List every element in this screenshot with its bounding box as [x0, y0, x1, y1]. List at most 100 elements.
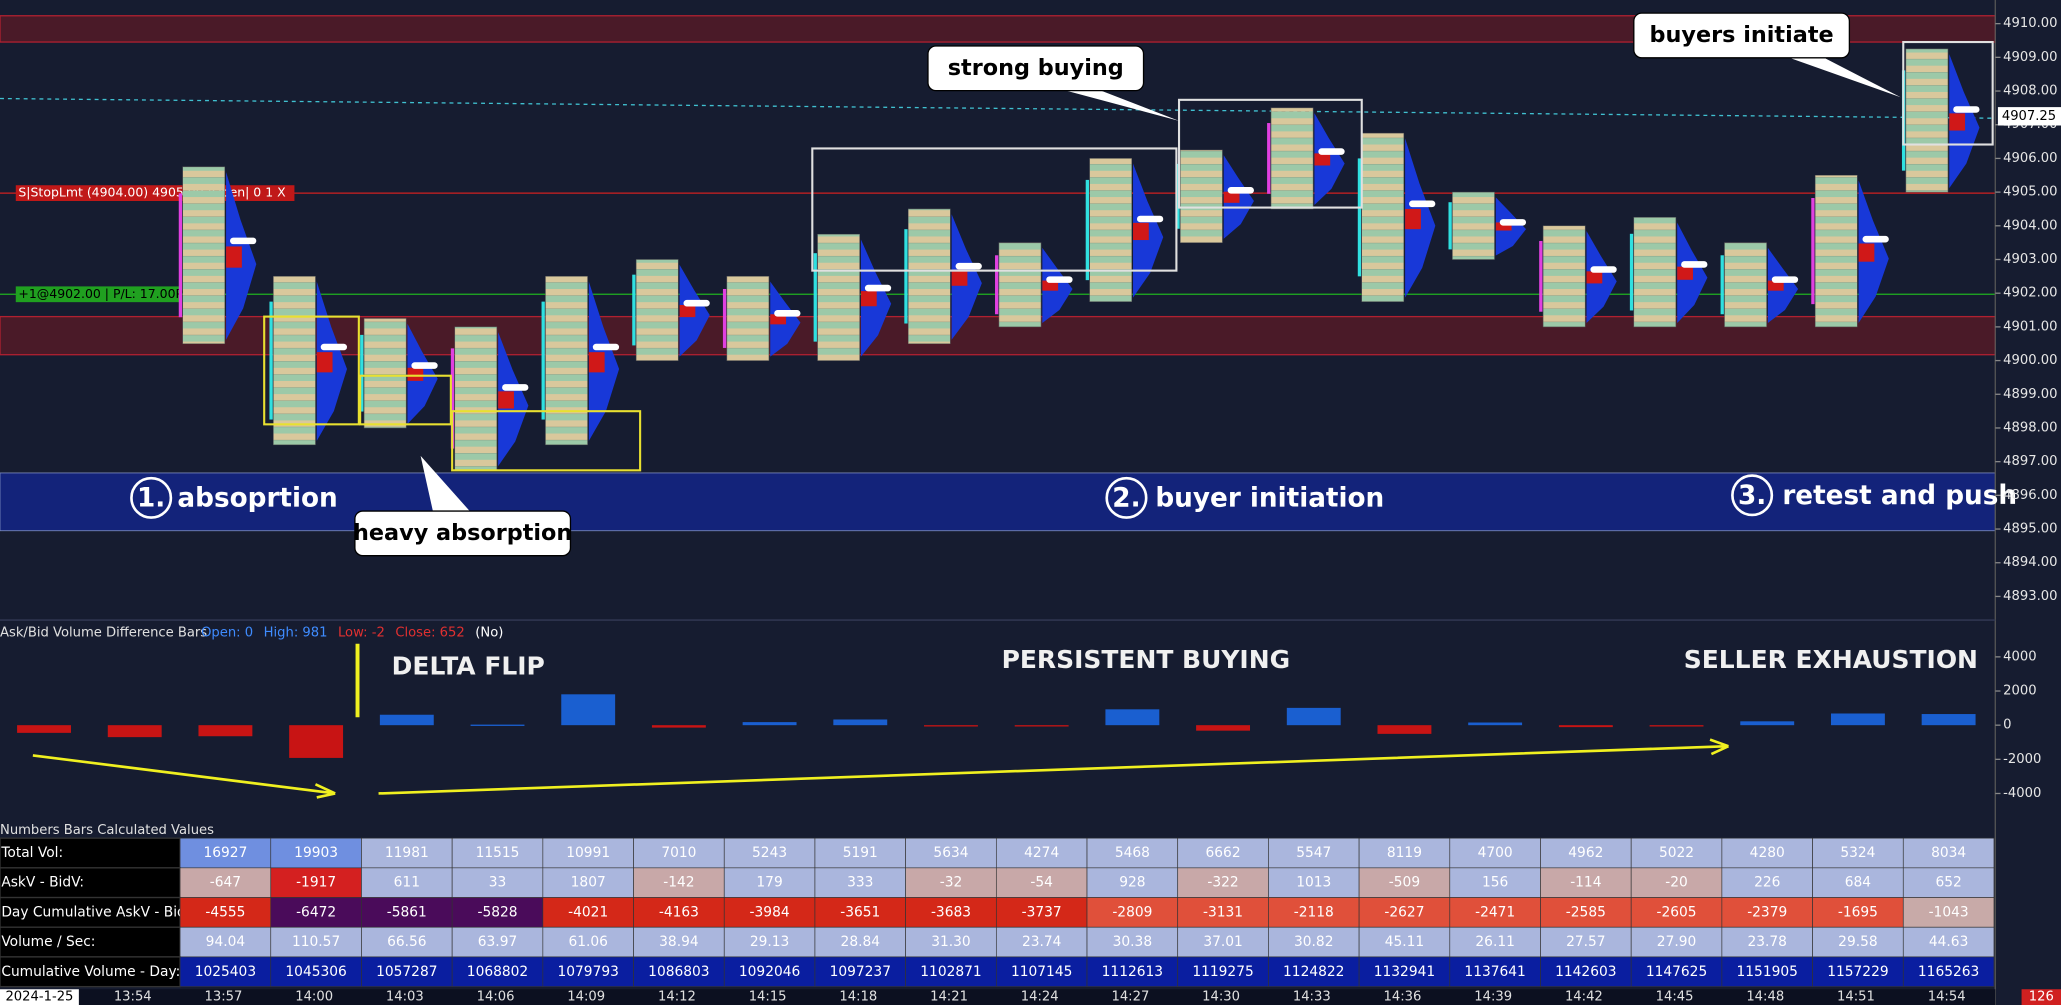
table-cell [1268, 837, 1360, 869]
cell-value: 1119275 [1192, 964, 1253, 980]
bar-accent [1448, 202, 1452, 250]
footprint-bar [273, 276, 316, 446]
cell-value: 1124822 [1283, 964, 1344, 980]
table-cell [270, 897, 362, 928]
position: +1@4902.00 | P/L: 17.00P [18, 286, 183, 301]
cell-value: 37.01 [1203, 934, 1242, 950]
time-label: 14:39 [1474, 990, 1512, 1005]
footprint-bar [726, 276, 770, 361]
footprint-bar [635, 259, 679, 361]
table-cell [905, 897, 997, 928]
buying-box [1902, 40, 1994, 146]
price-label: 4906.00 [2003, 151, 2057, 166]
table-cell [542, 956, 634, 987]
table-cell [542, 926, 634, 958]
delta-bar [1740, 721, 1795, 726]
footprint-bar [182, 166, 226, 344]
delta-bar [1105, 709, 1160, 726]
annotation: DELTA FLIP [392, 651, 545, 680]
delta-bar [1377, 725, 1432, 734]
cell-value: 61.06 [568, 934, 607, 950]
price-label: 4910.00 [2003, 16, 2057, 31]
table-cell [1358, 926, 1451, 958]
profile-sell [498, 391, 514, 409]
table-cell [1721, 956, 1813, 987]
cell-value: 1112613 [1102, 964, 1163, 980]
time-label: 14:06 [477, 990, 515, 1005]
row-label: Day Cumulative AskV - BidV: [1, 904, 198, 920]
table-cell [1540, 837, 1632, 869]
cell-value: -142 [663, 875, 694, 891]
price-label: 4895.00 [2003, 522, 2057, 537]
poc-marker [955, 262, 982, 270]
table-cell [995, 956, 1088, 987]
bar-accent [269, 301, 273, 420]
cell-value: -4021 [568, 904, 608, 920]
table-cell [361, 956, 453, 987]
profile-sell [226, 246, 242, 268]
cell-value: -1695 [1838, 904, 1878, 920]
pane-stat: High: 981 [264, 626, 328, 641]
bar-accent [178, 193, 183, 318]
poc-marker [230, 237, 257, 245]
table-cell [1268, 956, 1360, 987]
cell-value: 5634 [933, 845, 968, 861]
poc-marker [683, 299, 710, 307]
table-cell [995, 837, 1088, 869]
bar-accent [1357, 158, 1362, 277]
row-header [0, 956, 181, 988]
row-header [0, 837, 181, 869]
callout-box [927, 45, 1145, 92]
price-label: 4897.00 [2003, 454, 2057, 469]
footprint-bar [545, 276, 588, 446]
cell-value: 23.74 [1022, 934, 1061, 950]
table-cell [1812, 956, 1904, 987]
table-cell [1721, 837, 1813, 869]
table-cell [814, 956, 906, 987]
table-cell [1449, 926, 1541, 958]
price-label: 4909.00 [2003, 50, 2057, 65]
time-label: 14:48 [1746, 990, 1784, 1005]
annotation: PERSISTENT BUYING [1002, 645, 1291, 674]
profile-sell [1949, 113, 1966, 131]
table-cell [1449, 897, 1541, 928]
profile-sell [1767, 280, 1784, 291]
table-cell [633, 956, 725, 987]
cell-value: 63.97 [478, 934, 517, 950]
row-header [0, 896, 181, 928]
y-tick-label: -2000 [2003, 752, 2041, 767]
cell-value: 66.56 [387, 934, 426, 950]
cell-value: -5861 [387, 904, 427, 920]
cell-value: 30.38 [1113, 934, 1152, 950]
delta-bar [1830, 713, 1885, 726]
delta-bar [1286, 707, 1341, 726]
table-cell [633, 897, 725, 928]
phase-number: 1. [137, 484, 165, 514]
row-label: Volume / Sec: [1, 934, 95, 950]
table-cell [1358, 837, 1451, 869]
table-cell [1358, 867, 1451, 898]
delta-bar [561, 694, 616, 726]
cell-value: 44.63 [1929, 934, 1968, 950]
footprint-bar [1361, 132, 1405, 302]
cell-value: 19903 [294, 845, 338, 861]
cell-value: -322 [1207, 875, 1238, 891]
table-cell [1086, 867, 1179, 898]
poc-marker [1590, 266, 1617, 273]
row-label: Cumulative Volume - Day: [1, 964, 180, 980]
table-cell [1902, 867, 1995, 898]
cell-value: 45.11 [1385, 934, 1424, 950]
stop-order: S|StopLmt (4904.00) 4905.00 |Open| 0 1 X [18, 185, 286, 200]
cell-value: 11981 [385, 845, 429, 861]
cell-value: -2605 [1657, 904, 1697, 920]
time-label: 14:45 [1656, 990, 1694, 1005]
table-cell [179, 837, 272, 869]
cell-value: -3984 [750, 904, 790, 920]
time-label: 14:00 [295, 990, 333, 1005]
bar-accent [1085, 179, 1089, 281]
cell-value: 5468 [1115, 845, 1150, 861]
time-label: 14:51 [1837, 990, 1875, 1005]
cell-value: -2585 [1566, 904, 1606, 920]
cell-value: 7010 [661, 845, 696, 861]
